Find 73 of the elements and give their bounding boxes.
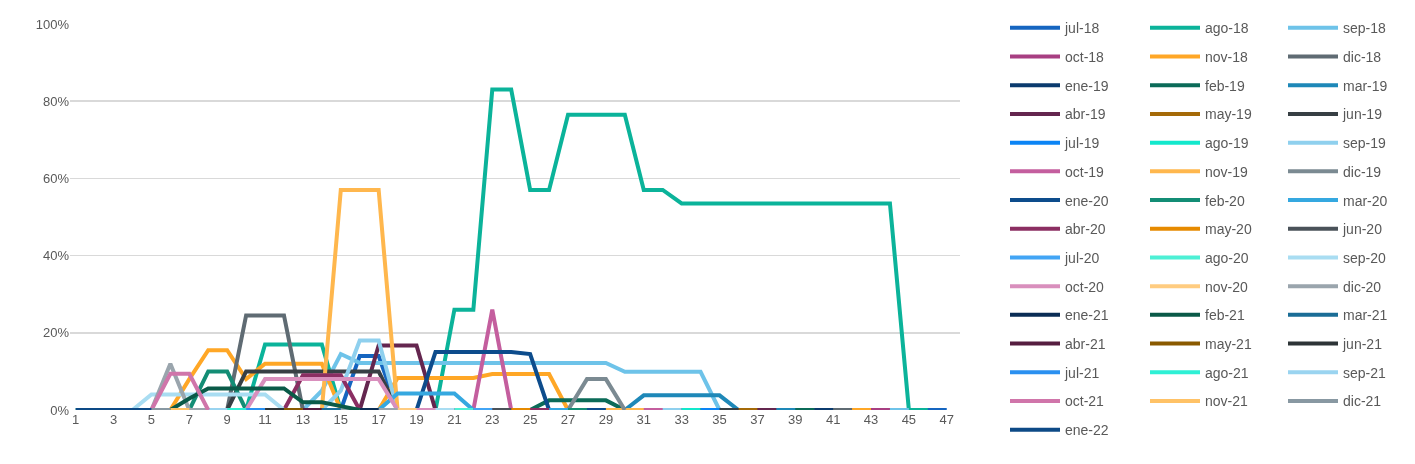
legend-label: ago-21 <box>1205 364 1249 381</box>
legend-label: sep-19 <box>1343 135 1387 152</box>
x-tick-label: 19 <box>409 412 424 427</box>
legend-label: may-19 <box>1205 106 1252 123</box>
legend-label: sep-21 <box>1343 364 1387 381</box>
x-tick-label: 23 <box>485 412 500 427</box>
legend-label: dic-21 <box>1343 393 1382 410</box>
y-tick-label: 60% <box>42 170 70 186</box>
y-tick-label: 100% <box>35 16 70 32</box>
legend-label: oct-20 <box>1065 278 1105 295</box>
legend-label: sep-18 <box>1343 20 1387 37</box>
legend-label: dic-19 <box>1343 163 1382 180</box>
legend-label: dic-20 <box>1343 278 1382 295</box>
legend-label: jun-20 <box>1342 221 1383 238</box>
x-tick-label: 9 <box>223 412 231 427</box>
legend-label: feb-19 <box>1205 77 1245 94</box>
legend-label: ago-20 <box>1205 249 1249 266</box>
x-tick-label: 35 <box>712 412 727 427</box>
legend-label: jul-20 <box>1064 249 1100 266</box>
legend-label: jul-18 <box>1064 20 1100 37</box>
x-tick-label: 31 <box>636 412 651 427</box>
x-tick-label: 7 <box>185 412 193 427</box>
y-tick-label: 0% <box>50 402 70 418</box>
legend-label: ene-20 <box>1065 192 1109 209</box>
x-tick-label: 33 <box>674 412 689 427</box>
x-tick-label: 25 <box>522 412 538 427</box>
y-tick-label: 80% <box>42 93 70 109</box>
y-tick-label: 40% <box>42 248 70 264</box>
legend-label: may-21 <box>1205 336 1252 352</box>
legend-label: abr-20 <box>1065 221 1106 238</box>
x-tick-label: 13 <box>295 412 311 427</box>
legend-label: oct-18 <box>1065 49 1105 65</box>
x-tick-label: 39 <box>788 412 803 427</box>
legend-label: ene-19 <box>1065 77 1109 94</box>
legend-label: oct-19 <box>1065 163 1105 180</box>
legend-label: ago-19 <box>1205 135 1249 152</box>
legend-label: ago-18 <box>1205 20 1249 37</box>
x-tick-label: 43 <box>863 412 879 427</box>
legend-label: nov-19 <box>1205 163 1249 180</box>
x-tick-label: 47 <box>939 412 954 427</box>
x-tick-label: 27 <box>560 412 576 427</box>
legend-label: dic-18 <box>1343 49 1382 65</box>
x-tick-label: 41 <box>825 412 841 427</box>
x-tick-label: 37 <box>750 412 765 427</box>
legend-label: jun-21 <box>1342 336 1383 352</box>
legend-label: feb-20 <box>1205 192 1245 209</box>
legend-label: mar-21 <box>1343 307 1388 324</box>
legend-label: jul-19 <box>1064 135 1100 152</box>
legend-label: jun-19 <box>1342 106 1383 123</box>
legend-label: abr-21 <box>1065 336 1106 352</box>
x-tick-label: 29 <box>598 412 614 427</box>
legend-label: jul-21 <box>1064 364 1100 381</box>
x-tick-label: 3 <box>109 412 118 427</box>
legend-label: feb-21 <box>1205 307 1245 324</box>
x-tick-label: 45 <box>901 412 917 427</box>
legend-label: nov-20 <box>1205 278 1249 295</box>
legend-label: mar-19 <box>1343 77 1388 94</box>
legend-label: oct-21 <box>1065 393 1105 410</box>
legend-label: sep-20 <box>1343 249 1387 266</box>
legend-label: nov-21 <box>1205 393 1249 410</box>
y-tick-label: 20% <box>42 325 70 341</box>
x-tick-label: 5 <box>147 412 156 427</box>
x-tick-label: 17 <box>371 412 386 427</box>
legend-label: ene-22 <box>1065 422 1109 439</box>
legend-label: mar-20 <box>1343 192 1388 209</box>
legend-label: nov-18 <box>1205 49 1249 65</box>
x-tick-label: 1 <box>72 412 80 427</box>
x-tick-label: 11 <box>258 412 272 427</box>
legend-label: ene-21 <box>1065 307 1109 324</box>
x-tick-label: 15 <box>333 412 349 427</box>
x-tick-label: 21 <box>447 412 462 427</box>
legend-label: abr-19 <box>1065 106 1106 123</box>
legend-label: may-20 <box>1205 221 1252 238</box>
